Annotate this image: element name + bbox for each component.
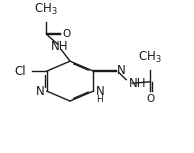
Text: N: N <box>96 85 104 98</box>
Text: O: O <box>62 29 71 39</box>
Text: H: H <box>96 95 102 104</box>
Text: O: O <box>147 94 155 104</box>
Text: NH: NH <box>51 40 68 53</box>
Text: Cl: Cl <box>15 65 26 78</box>
Text: N: N <box>36 85 44 98</box>
Text: N: N <box>117 64 126 77</box>
Text: CH$_3$: CH$_3$ <box>138 50 162 65</box>
Text: NH: NH <box>129 77 146 90</box>
Text: CH$_3$: CH$_3$ <box>34 2 58 17</box>
